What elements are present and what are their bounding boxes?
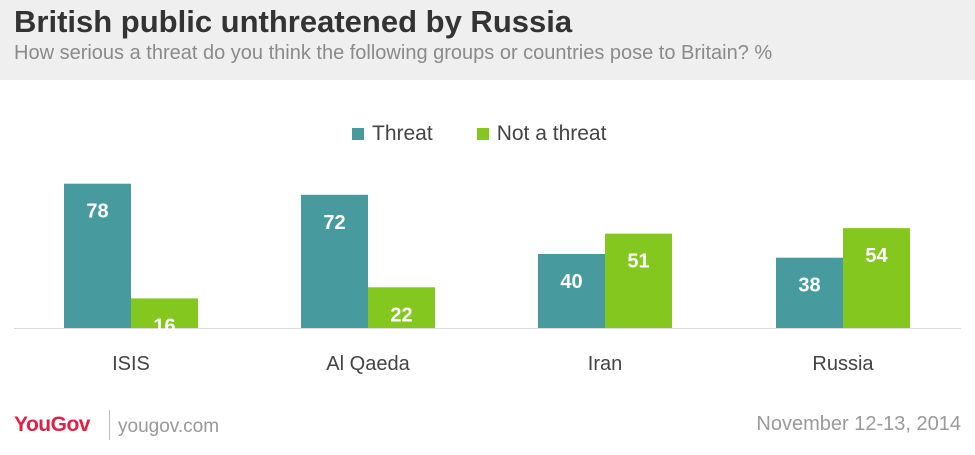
bar-not-threat bbox=[605, 233, 672, 328]
data-label-threat: 40 bbox=[560, 271, 582, 293]
legend-label-not-threat: Not a threat bbox=[496, 122, 607, 145]
data-label-not-threat: 16 bbox=[153, 315, 175, 337]
footer-divider bbox=[109, 410, 110, 440]
legend-item-not-threat: Not a threat bbox=[476, 122, 607, 146]
data-label-not-threat: 54 bbox=[865, 245, 888, 267]
bar-threat bbox=[301, 194, 368, 328]
chart-subtitle: How serious a threat do you think the fo… bbox=[14, 42, 773, 64]
bar-threat bbox=[64, 183, 131, 328]
legend-swatch-not-threat bbox=[476, 128, 489, 140]
bar-not-threat bbox=[843, 228, 910, 328]
data-label-threat: 78 bbox=[86, 201, 108, 223]
data-label-not-threat: 51 bbox=[627, 251, 649, 273]
data-label-threat: 38 bbox=[798, 275, 820, 297]
data-label-threat: 72 bbox=[323, 212, 345, 234]
category-label: Al Qaeda bbox=[326, 353, 410, 375]
legend-item-threat: Threat bbox=[352, 122, 433, 146]
category-label: Russia bbox=[812, 353, 874, 375]
footer-site-link[interactable]: yougov.com bbox=[118, 416, 220, 437]
bar-threat bbox=[538, 254, 605, 328]
chart-legend: Threat Not a threat bbox=[352, 121, 650, 147]
footer-date: November 12-13, 2014 bbox=[756, 413, 961, 435]
data-label-not-threat: 22 bbox=[390, 304, 412, 326]
category-label: Iran bbox=[588, 353, 622, 375]
legend-label-threat: Threat bbox=[372, 122, 433, 145]
legend-swatch-threat bbox=[352, 128, 364, 140]
bar-threat bbox=[776, 257, 843, 328]
yougov-logo: YouGov bbox=[14, 413, 90, 436]
category-label: ISIS bbox=[112, 353, 150, 375]
chart-title: British public unthreatened by Russia bbox=[14, 4, 573, 39]
bar-not-threat bbox=[368, 287, 435, 328]
chart-header: British public unthreatened by Russia Ho… bbox=[0, 0, 975, 80]
bar-not-threat bbox=[131, 298, 198, 328]
